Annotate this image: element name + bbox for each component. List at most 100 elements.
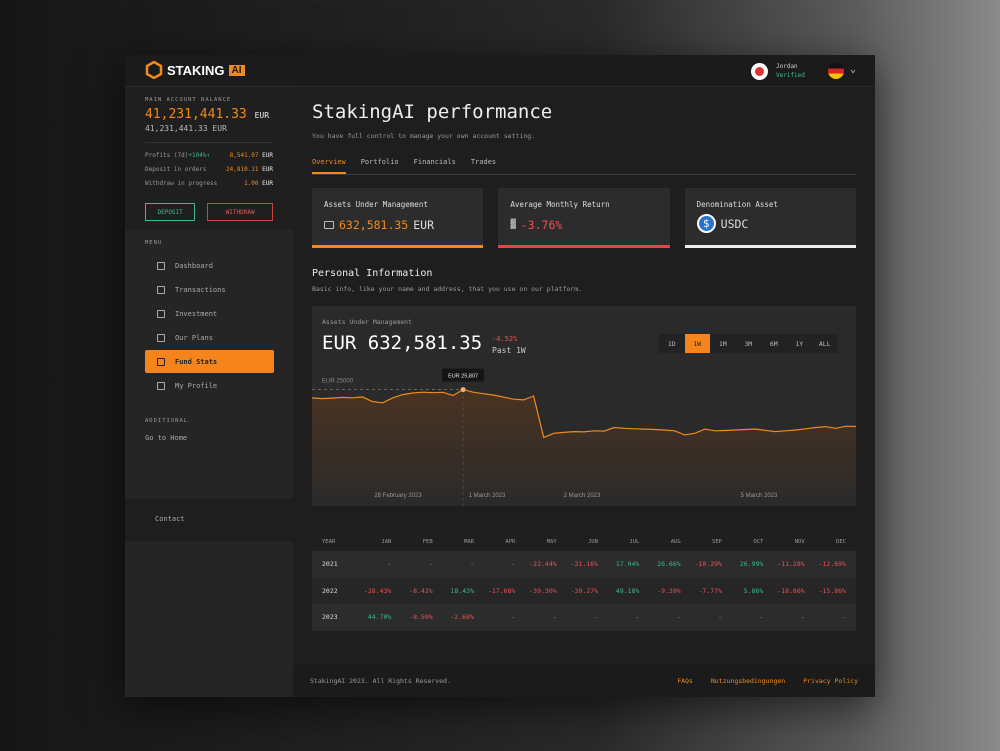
logo[interactable]: STAKING AI [145,61,245,79]
aum-card: Assets Under Management 632,581.35 EUR [312,188,484,248]
balance-row: Deposit in orders 24,810.11 EUR [145,163,273,177]
column-header: FEB [422,538,433,545]
main-content: StakingAI performance You have full cont… [293,87,875,665]
return-cell: - [759,613,764,622]
return-cell: -8.50% [409,613,433,622]
sidebar-item-dashboard[interactable]: Dashboard [145,254,273,277]
return-cell: -12.69% [818,560,846,569]
user-menu[interactable]: Jordan Verified [751,62,805,80]
menu-icon [157,261,165,270]
return-cell: 26.99% [739,560,764,569]
row-label: Deposit in orders [145,166,207,173]
chevron-down-icon[interactable]: ⌄ [850,64,857,75]
tab-overview[interactable]: Overview [312,158,346,174]
go-home-link[interactable]: Go to Home [145,434,188,442]
menu-label: MENU [145,240,163,246]
logo-icon [145,61,163,79]
range-3m[interactable]: 3M [744,339,753,348]
column-header: APR [505,538,516,545]
return-cell: -9.39% [657,586,681,595]
return-cell: - [552,613,557,622]
sidebar-item-investment[interactable]: Investment [145,302,273,325]
table-row: 2023 44.70% -8.50% -2.68% - - - - - - - - - [312,604,856,631]
row-amount: 24,810.11 [226,166,259,173]
column-header: JAN [381,538,392,545]
chart-period: Past 1W [492,346,526,355]
sidebar-item-label: My Profile [175,381,218,390]
bar-chart-icon: ▓ [510,220,516,230]
range-1m[interactable]: 1M [718,339,727,348]
return-cell: - [428,560,433,569]
return-cell: -8.42% [409,586,433,595]
row-label: Withdraw in progress [145,180,218,187]
menu-icon [157,357,165,366]
return-cell: - [511,560,516,569]
sidebar: MAIN ACCOUNT BALANCE 41,231,441.33 EUR 4… [125,87,293,697]
monthly-return-card: Average Monthly Return ▓ -3.76% [498,188,670,248]
menu-icon [157,333,165,342]
row-value: 24,810.11 EUR [226,163,273,177]
return-cell: - [387,560,392,569]
return-cell: -18.86% [777,586,805,595]
range-1y[interactable]: 1Y [795,339,804,348]
withdraw-button[interactable]: WITHDRAW [207,203,273,221]
row-label: Profits (7d) [145,152,189,159]
table-row: 2022 -28.43% -8.42% 18.43% -17.68% -39.30% -39… [312,578,856,605]
chart-title: Assets Under Management [322,318,413,326]
x-tick-label: 5 March 2023 [741,493,778,499]
balance-row: Profits (7d) +104%↑ 8,541.07 EUR [145,149,273,163]
return-cell: - [842,613,846,622]
column-header: MAY [546,538,557,545]
tooltip-box [442,368,485,382]
column-header: JUL [629,538,640,545]
column-header: YEAR [322,538,336,545]
tab-bar: Overview Portfolio Financials Trades [312,158,856,175]
table-header: YEAR JAN FEB MAR APR MAY JUN JUL AUG SEP OCT NOV DEC [312,532,856,551]
contact-link[interactable]: Contact [125,498,293,542]
column-header: OCT [753,538,764,545]
menu-icon [157,381,165,390]
area-fill [312,389,856,506]
range-1w[interactable]: 1W [684,334,710,353]
sidebar-item-transactions[interactable]: Transactions [145,278,273,301]
tab-portfolio[interactable]: Portfolio [360,158,399,166]
return-cell: 49.18% [615,586,640,595]
footer-link-faqs[interactable]: FAQs [677,677,693,685]
balance-label: MAIN ACCOUNT BALANCE [145,97,232,103]
copyright: StakingAI 2023. All Rights Reserved. [310,677,451,685]
germany-flag-icon[interactable] [828,63,844,79]
range-6m[interactable]: 6M [769,339,778,348]
deposit-button[interactable]: DEPOSIT [145,203,196,221]
return-cell: -31.16% [570,560,598,569]
footer-link-privacy[interactable]: Privacy Policy [803,677,858,685]
footer-link-terms[interactable]: Nutzungsbedingungen [710,677,786,685]
row-value: 8,541.07 EUR [230,149,273,163]
section-description: Basic info, like your name and address, … [312,285,583,293]
range-selector: 1D 1W 1M 3M 6M 1Y ALL [659,334,838,353]
chart-value: EUR 632,581.35 [322,332,483,354]
tab-financials[interactable]: Financials [413,158,456,166]
balance-row: Withdraw in progress 1.00 EUR [145,177,273,191]
usdc-icon: $ [696,214,716,233]
row-extra: +104%↑ [188,152,211,159]
top-header: STAKING AI Jordan Verified ⌄ [125,55,875,87]
range-all[interactable]: ALL [818,339,831,348]
return-cell: -15.86% [818,586,846,595]
sidebar-item-our-plans[interactable]: Our Plans [145,326,273,349]
tab-trades[interactable]: Trades [470,158,497,166]
return-cell: -7.77% [698,586,722,595]
x-tick-label: 1 March 2023 [469,493,506,499]
row-currency: EUR [262,166,273,173]
x-tick-label: 2 March 2023 [564,493,601,499]
column-header: AUG [670,538,681,545]
reference-label: EUR 25000 [322,379,354,385]
page-description: You have full control to manage your own… [312,132,536,140]
sidebar-item-fund-stats[interactable]: Fund Stats [145,350,274,373]
return-cell: -2.68% [450,613,474,622]
brand-badge: AI [228,64,245,76]
range-1d[interactable]: 1D [667,339,676,348]
additional-label: ADDITIONAL [145,418,189,424]
return-cell: -28.43% [363,586,392,595]
x-tick-label: 28 February 2023 [374,493,422,499]
sidebar-item-my-profile[interactable]: My Profile [145,374,273,397]
